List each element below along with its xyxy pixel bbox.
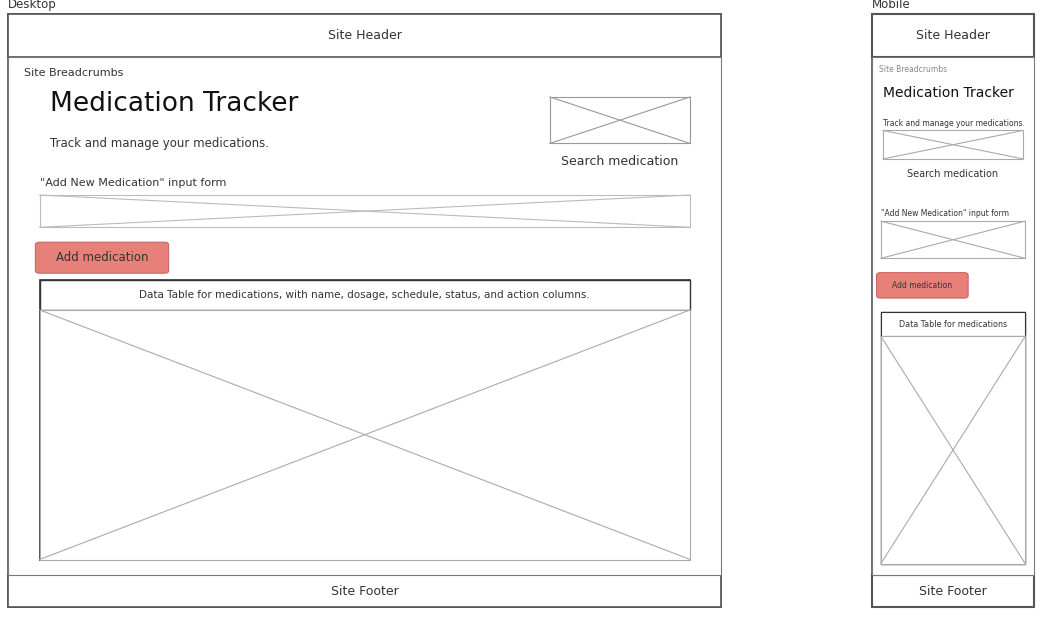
Text: "Add New Medication" input form: "Add New Medication" input form [881,209,1009,217]
Bar [881,336,1025,564]
Bar [872,14,1034,607]
Bar [40,280,690,310]
Bar [872,575,1034,607]
Text: Site Breadcrumbs: Site Breadcrumbs [24,68,123,78]
Text: Search medication: Search medication [908,169,998,179]
Text: Track and manage your medications.: Track and manage your medications. [883,119,1024,127]
Bar [872,57,1034,575]
Text: Site Header: Site Header [916,29,990,42]
Bar [40,280,690,560]
Text: Medication Tracker: Medication Tracker [50,91,299,117]
Text: Add medication: Add medication [892,281,953,290]
Bar [872,14,1034,57]
Bar [881,221,1025,258]
Bar [881,312,1025,564]
Text: Mobile: Mobile [872,0,911,11]
Text: Desktop: Desktop [8,0,57,11]
FancyBboxPatch shape [35,242,169,273]
Bar [40,195,690,227]
Text: Site Breadcrumbs: Site Breadcrumbs [879,65,946,74]
Bar [881,312,1025,336]
Text: Site Header: Site Header [328,29,402,42]
FancyBboxPatch shape [877,273,968,298]
Text: Site Footer: Site Footer [919,585,987,597]
Bar [883,130,1023,159]
Text: Data Table for medications, with name, dosage, schedule, status, and action colu: Data Table for medications, with name, d… [139,290,590,300]
Bar [8,57,721,575]
Text: Data Table for medications: Data Table for medications [899,320,1007,329]
Text: "Add New Medication" input form: "Add New Medication" input form [40,178,226,188]
Bar [8,14,721,607]
Text: Add medication: Add medication [56,252,148,264]
Bar [40,310,690,560]
Bar [550,97,690,143]
Text: Site Footer: Site Footer [331,585,399,597]
Text: Track and manage your medications.: Track and manage your medications. [50,137,269,150]
Text: Search medication: Search medication [561,155,679,168]
Bar [8,575,721,607]
Bar [8,14,721,57]
Text: Medication Tracker: Medication Tracker [883,86,1014,101]
